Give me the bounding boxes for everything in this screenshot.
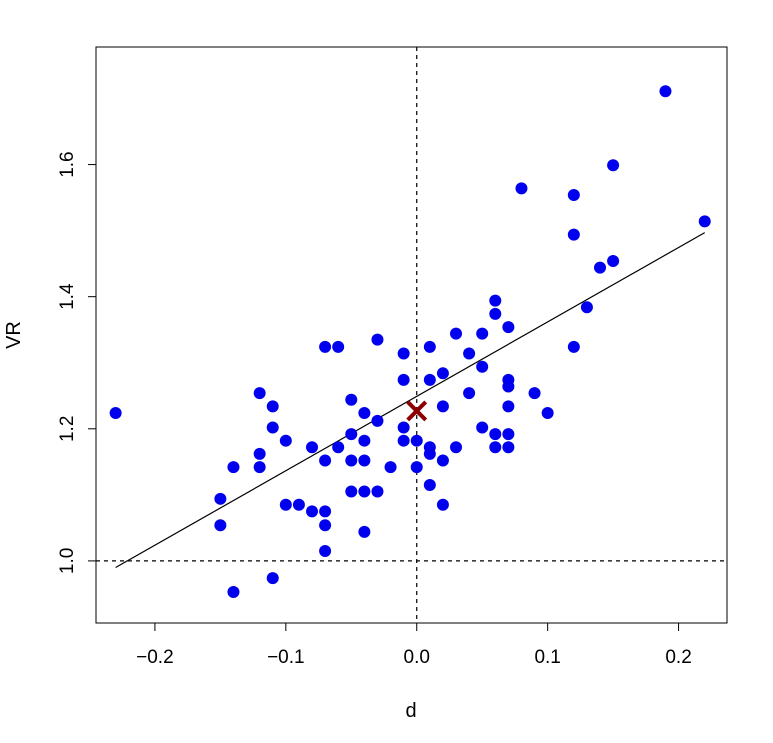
data-point [371,333,384,346]
data-point [541,406,554,419]
data-point [266,421,279,434]
data-point [279,498,292,511]
data-point [502,428,515,441]
data-point [607,255,620,268]
data-point [476,360,489,373]
data-point [371,485,384,498]
data-point [319,340,332,353]
data-points [109,85,711,598]
data-point [358,454,371,467]
data-point [436,498,449,511]
data-point [423,373,436,386]
regression-line [115,232,706,569]
data-point [423,340,436,353]
data-point [436,454,449,467]
data-point [528,387,541,400]
data-point [319,519,332,532]
y-axis-label: VR [3,321,25,349]
x-tick-label: 0.0 [404,647,430,668]
data-point [332,340,345,353]
data-point [436,367,449,380]
data-point [423,478,436,491]
data-point [345,454,358,467]
x-tick-label: 0.2 [665,647,691,668]
data-point [594,261,607,274]
data-point [489,428,502,441]
data-point [502,380,515,393]
data-point [567,340,580,353]
data-point [345,428,358,441]
center-marker-stroke [406,400,428,422]
data-point [567,228,580,241]
data-point [567,188,580,201]
data-point [476,327,489,340]
data-point [397,347,410,360]
data-point [410,461,423,474]
data-point [489,441,502,454]
data-point [266,572,279,585]
data-point [253,387,266,400]
data-point [397,434,410,447]
x-axis-label: d [405,700,416,722]
x-axis: −0.2 −0.1 0.0 0.1 0.2 [136,622,692,668]
x-tick-label: 0.1 [534,647,560,668]
y-tick-label: 1.2 [57,416,78,442]
data-point [436,400,449,413]
data-point [358,485,371,498]
data-point [227,461,240,474]
center-marker-group [406,400,428,422]
data-point [319,505,332,518]
data-point [450,441,463,454]
y-tick-label: 1.6 [57,151,78,177]
data-point [580,301,593,314]
data-point [227,585,240,598]
data-point [109,406,122,419]
data-point [410,434,423,447]
data-point [292,498,305,511]
data-point [397,373,410,386]
data-point [319,545,332,557]
data-point [358,406,371,419]
y-tick-label: 1.0 [57,548,78,574]
data-point [397,421,410,434]
y-tick-label: 1.4 [57,283,78,310]
data-point [345,485,358,498]
data-point [423,447,436,460]
reference-lines [96,47,727,623]
data-point [502,441,515,454]
data-point [253,447,266,460]
data-point [332,441,345,454]
data-point [463,387,476,400]
data-point [502,321,515,334]
data-point [214,519,227,532]
data-point [476,421,489,434]
data-point [371,414,384,427]
x-tick-label: −0.1 [267,647,305,668]
data-point [607,159,620,172]
data-point [345,393,358,406]
data-point [358,525,371,538]
y-axis: 1.0 1.2 1.4 1.6 [57,151,97,574]
data-point [306,505,319,518]
data-point [450,327,463,340]
data-point [358,434,371,447]
data-point [489,294,502,307]
x-tick-label: −0.2 [136,647,174,668]
data-point [502,400,515,413]
data-point [306,441,319,454]
data-point [253,461,266,474]
data-point [515,182,528,195]
data-point [384,461,397,474]
data-point [279,434,292,447]
data-point [319,454,332,467]
plot-frame [95,46,728,624]
data-point [698,215,711,228]
data-point [659,85,672,98]
data-point [489,307,502,320]
data-point [266,400,279,413]
data-point [214,492,227,505]
data-point [463,347,476,360]
regression-line-group [115,232,706,569]
